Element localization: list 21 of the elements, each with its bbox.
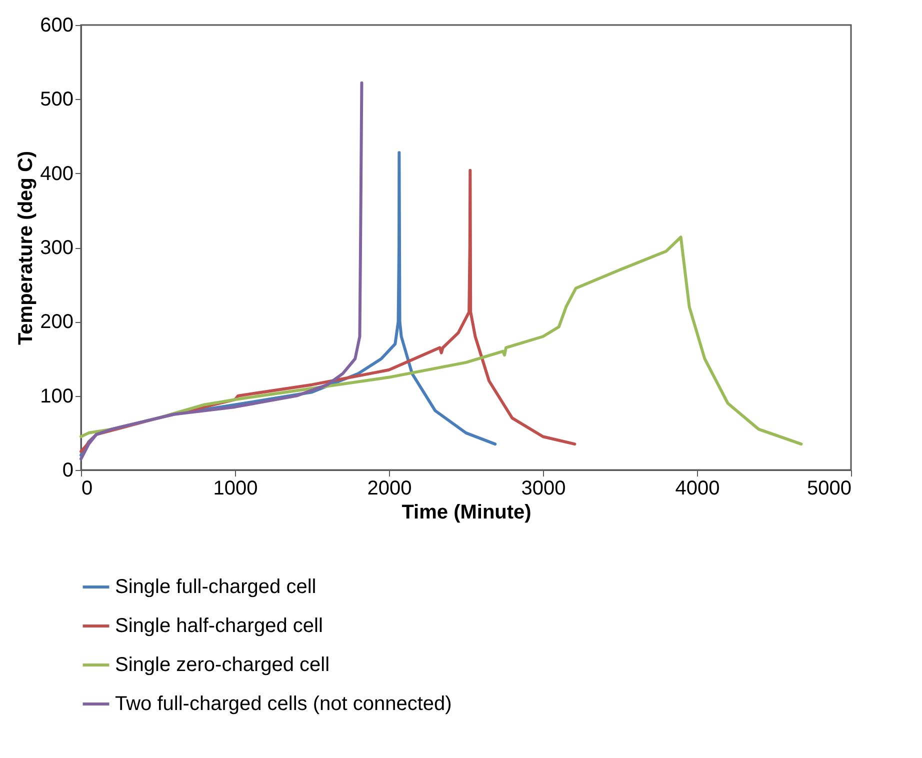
y-tick-label: 600 bbox=[40, 14, 74, 36]
legend-label: Two full-charged cells (not connected) bbox=[115, 693, 452, 715]
x-tick-label: 0 bbox=[82, 478, 93, 500]
legend-label: Single full-charged cell bbox=[115, 576, 316, 598]
legend-label: Single half-charged cell bbox=[115, 615, 323, 637]
x-axis-title: Time (Minute) bbox=[402, 502, 532, 524]
y-tick-label: 100 bbox=[40, 385, 74, 408]
x-tick-label: 4000 bbox=[675, 478, 720, 500]
y-tick-label: 300 bbox=[40, 237, 74, 259]
x-tick-label: 3000 bbox=[521, 478, 566, 500]
x-tick-label: 2000 bbox=[367, 478, 412, 500]
y-axis-title: Temperature (deg C) bbox=[15, 150, 38, 346]
line-series bbox=[80, 81, 364, 460]
y-tick-label: 400 bbox=[40, 162, 74, 185]
y-tick-label: 500 bbox=[40, 88, 74, 111]
line-series bbox=[80, 236, 803, 446]
x-tick-label: 1000 bbox=[213, 478, 258, 500]
legend-label: Single zero-charged cell bbox=[115, 654, 330, 676]
y-tick-label: 200 bbox=[40, 311, 74, 334]
x-tick-label: 5000 bbox=[807, 478, 852, 500]
y-tick-label: 0 bbox=[62, 460, 74, 482]
